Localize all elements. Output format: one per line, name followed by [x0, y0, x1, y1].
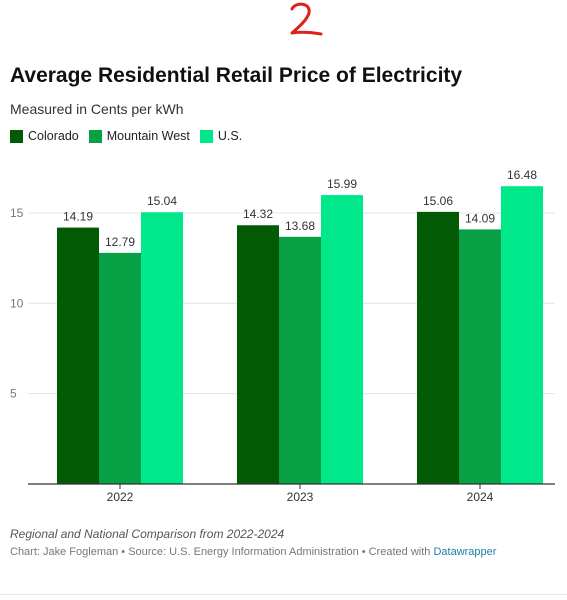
- legend-label-us: U.S.: [217, 129, 243, 143]
- handwritten-mark: [290, 2, 323, 36]
- credit-author: Chart: Jake Fogleman: [10, 546, 119, 558]
- chart-notes: Regional and National Comparison from 20…: [10, 527, 285, 541]
- legend-swatch-mountain-west: [88, 129, 102, 143]
- legend-swatch-us: [199, 129, 213, 143]
- x-tick-label-2022: 2022: [107, 490, 134, 504]
- legend-item-mountain-west: Mountain West: [88, 129, 190, 143]
- x-tick-label-2023: 2023: [287, 490, 314, 504]
- data-label-colorado-2022: 14.19: [63, 210, 93, 224]
- data-label-u-s-2024: 16.48: [507, 168, 537, 182]
- legend-label-colorado: Colorado: [28, 129, 79, 143]
- x-tick-label-2024: 2024: [467, 490, 494, 504]
- datawrapper-link[interactable]: Datawrapper: [433, 546, 497, 558]
- chart-credit: Chart: Jake Fogleman • Source: U.S. Ener…: [10, 546, 497, 558]
- y-tick-label-10: 10: [10, 296, 24, 310]
- credit-source: Source: U.S. Energy Information Administ…: [128, 546, 359, 558]
- bar-chart: 5 10 15 14.19 12.79 15.04 14.32 13.68 15.99 15.06…: [10, 168, 555, 504]
- legend-item-colorado: Colorado: [10, 129, 79, 143]
- chart-subtitle: Measured in Cents per kWh: [10, 101, 184, 117]
- data-label-mountain-west-2023: 13.68: [285, 219, 315, 233]
- credit-created-with: Created with: [368, 546, 434, 558]
- bar-colorado-2024: [417, 211, 459, 485]
- bar-mountain-west-2024: [459, 229, 501, 484]
- bar-u-s-2024: [501, 186, 543, 484]
- bar-colorado-2023: [237, 225, 279, 484]
- data-label-colorado-2023: 14.32: [243, 207, 273, 221]
- bar-mountain-west-2022: [99, 252, 141, 484]
- data-label-mountain-west-2022: 12.79: [105, 235, 135, 249]
- data-label-colorado-2024: 15.06: [423, 194, 453, 208]
- legend-swatch-colorado: [10, 129, 23, 143]
- legend-label-mountain-west: Mountain West: [106, 129, 190, 143]
- bar-u-s-2022: [141, 212, 183, 484]
- chart-title: Average Residential Retail Price of Elec…: [10, 64, 463, 87]
- data-label-mountain-west-2024: 14.09: [465, 211, 495, 225]
- bar-mountain-west-2023: [279, 236, 321, 484]
- y-tick-label-15: 15: [10, 206, 24, 220]
- bar-u-s-2023: [321, 195, 363, 484]
- legend-item-us: U.S.: [199, 129, 243, 143]
- bar-colorado-2022: [57, 227, 99, 484]
- data-label-u-s-2022: 15.04: [147, 194, 177, 208]
- y-tick-label-5: 5: [10, 387, 17, 401]
- legend: Colorado Mountain West U.S.: [10, 129, 242, 143]
- bottom-divider: [0, 594, 567, 595]
- data-label-u-s-2023: 15.99: [327, 177, 357, 191]
